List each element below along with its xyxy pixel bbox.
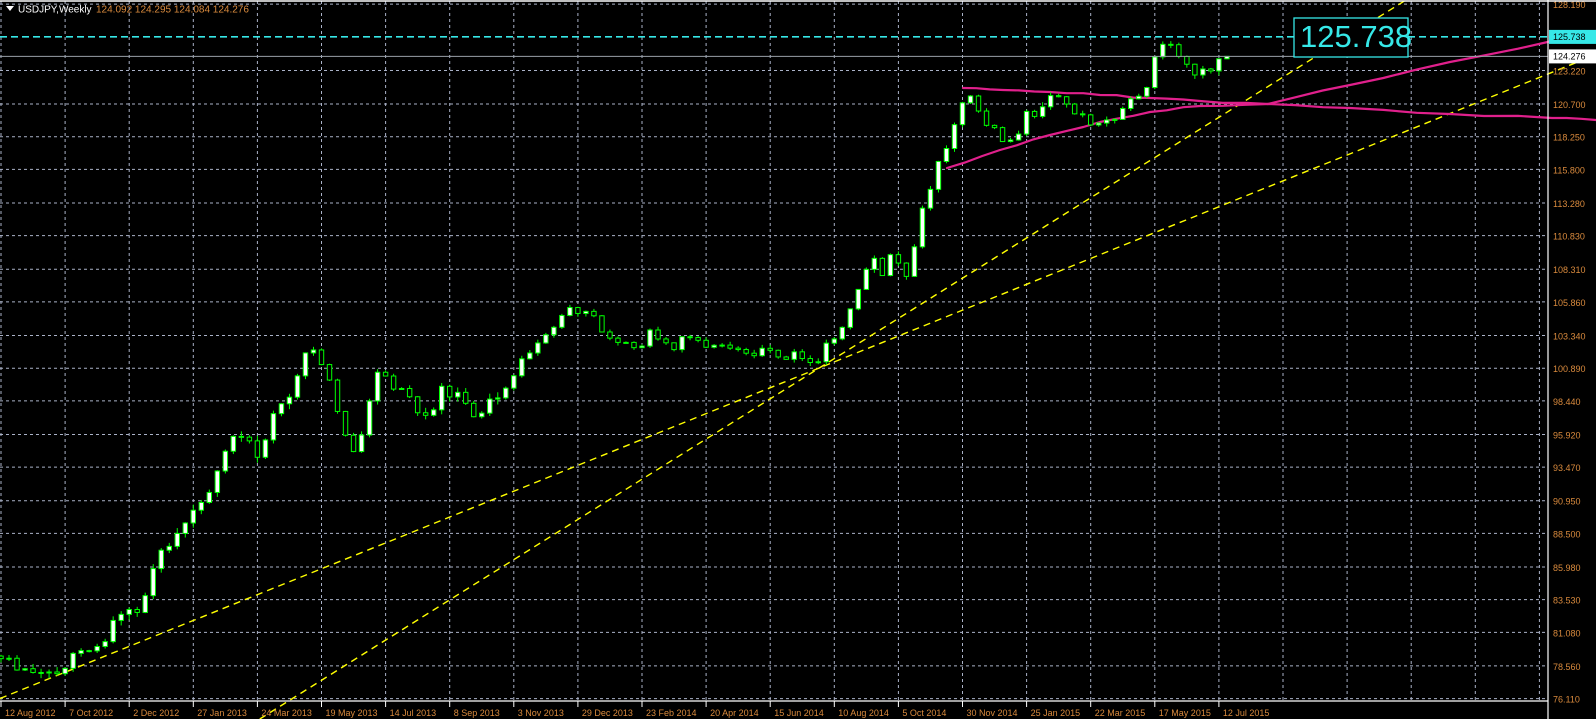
svg-text:USDJPY,Weekly: USDJPY,Weekly — [18, 5, 92, 16]
svg-text:17 May 2015: 17 May 2015 — [1159, 708, 1211, 718]
svg-text:8 Sep 2013: 8 Sep 2013 — [454, 708, 500, 718]
svg-text:12 Aug 2012: 12 Aug 2012 — [5, 708, 56, 718]
svg-text:29 Dec 2013: 29 Dec 2013 — [582, 708, 633, 718]
svg-text:81.080: 81.080 — [1553, 628, 1581, 638]
svg-text:115.800: 115.800 — [1553, 165, 1585, 175]
svg-text:30 Nov 2014: 30 Nov 2014 — [967, 708, 1018, 718]
svg-text:3 Nov 2013: 3 Nov 2013 — [518, 708, 564, 718]
svg-text:118.250: 118.250 — [1553, 133, 1585, 143]
svg-text:83.530: 83.530 — [1553, 596, 1581, 606]
svg-text:105.860: 105.860 — [1553, 298, 1586, 308]
svg-text:24 Mar 2013: 24 Mar 2013 — [261, 708, 312, 718]
svg-text:78.560: 78.560 — [1553, 662, 1581, 672]
svg-text:76.110: 76.110 — [1553, 695, 1580, 705]
svg-text:120.700: 120.700 — [1553, 100, 1586, 110]
svg-text:125.738: 125.738 — [1553, 32, 1586, 42]
svg-text:19 May 2013: 19 May 2013 — [326, 708, 378, 718]
svg-text:124.276: 124.276 — [1553, 52, 1586, 62]
svg-text:95.920: 95.920 — [1553, 431, 1581, 441]
svg-text:124.092 124.295 124.084 124.27: 124.092 124.295 124.084 124.276 — [96, 5, 249, 16]
svg-text:108.310: 108.310 — [1553, 265, 1586, 275]
svg-text:12 Jul 2015: 12 Jul 2015 — [1223, 708, 1270, 718]
svg-text:22 Mar 2015: 22 Mar 2015 — [1095, 708, 1146, 718]
svg-text:103.340: 103.340 — [1553, 332, 1586, 342]
svg-text:10 Aug 2014: 10 Aug 2014 — [838, 708, 889, 718]
svg-text:20 Apr 2014: 20 Apr 2014 — [710, 708, 759, 718]
svg-text:125.738: 125.738 — [1300, 19, 1412, 54]
svg-text:123.220: 123.220 — [1553, 66, 1586, 76]
svg-text:85.980: 85.980 — [1553, 563, 1581, 573]
svg-text:7 Oct 2012: 7 Oct 2012 — [69, 708, 113, 718]
svg-text:23 Feb 2014: 23 Feb 2014 — [646, 708, 697, 718]
svg-text:93.470: 93.470 — [1553, 463, 1581, 473]
svg-text:90.950: 90.950 — [1553, 497, 1581, 507]
svg-text:15 Jun 2014: 15 Jun 2014 — [774, 708, 824, 718]
svg-text:100.890: 100.890 — [1553, 364, 1586, 374]
svg-text:25 Jan 2015: 25 Jan 2015 — [1031, 708, 1081, 718]
svg-text:2 Dec 2012: 2 Dec 2012 — [133, 708, 179, 718]
svg-text:14 Jul 2013: 14 Jul 2013 — [390, 708, 437, 718]
svg-text:88.500: 88.500 — [1553, 529, 1581, 539]
svg-text:5 Oct 2014: 5 Oct 2014 — [902, 708, 946, 718]
svg-text:98.440: 98.440 — [1553, 397, 1581, 407]
svg-text:27 Jan 2013: 27 Jan 2013 — [197, 708, 247, 718]
svg-text:110.830: 110.830 — [1553, 232, 1585, 242]
svg-text:113.280: 113.280 — [1553, 199, 1585, 209]
